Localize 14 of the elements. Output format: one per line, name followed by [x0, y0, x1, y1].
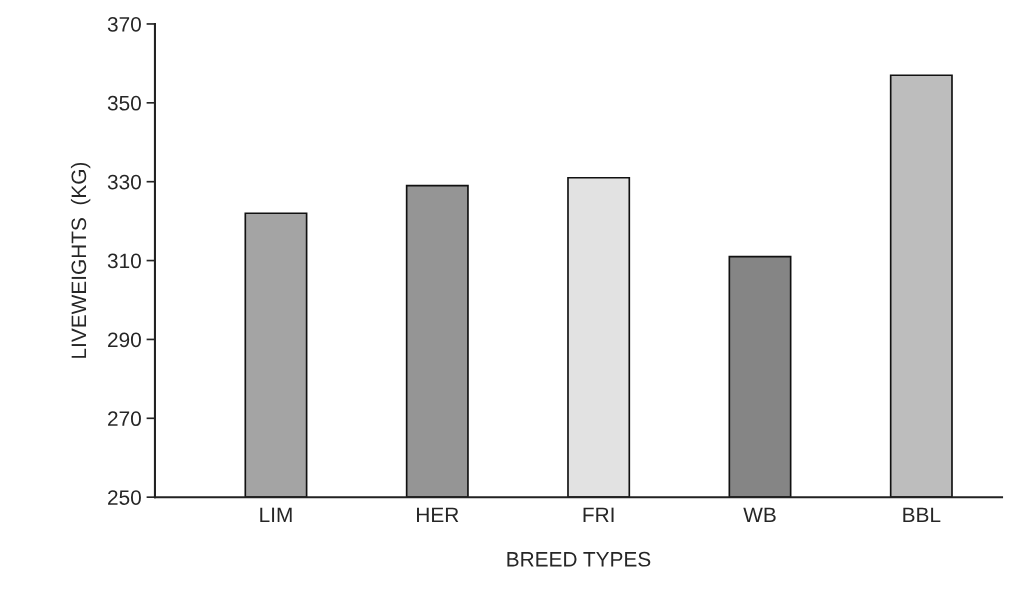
y-tick-label: 310 — [107, 253, 141, 269]
y-tick-label: 350 — [107, 95, 141, 111]
x-tick-label: LIM — [260, 507, 292, 522]
x-tick-label: HER — [417, 507, 459, 522]
x-tick-label: FRI — [583, 507, 614, 522]
y-tick-label: 330 — [107, 174, 141, 190]
y-tick-label: 250 — [108, 490, 141, 505]
x-tick-label: BBL — [903, 507, 941, 522]
x-axis-title: BREED TYPES — [507, 551, 651, 567]
x-tick-label: WB — [743, 507, 776, 522]
y-tick-label: 290 — [108, 332, 141, 348]
y-tick-label: 370 — [107, 16, 141, 32]
y-axis-title: LIVEWEIGHTS (KG) — [70, 162, 91, 358]
y-tick-label: 270 — [108, 411, 141, 427]
